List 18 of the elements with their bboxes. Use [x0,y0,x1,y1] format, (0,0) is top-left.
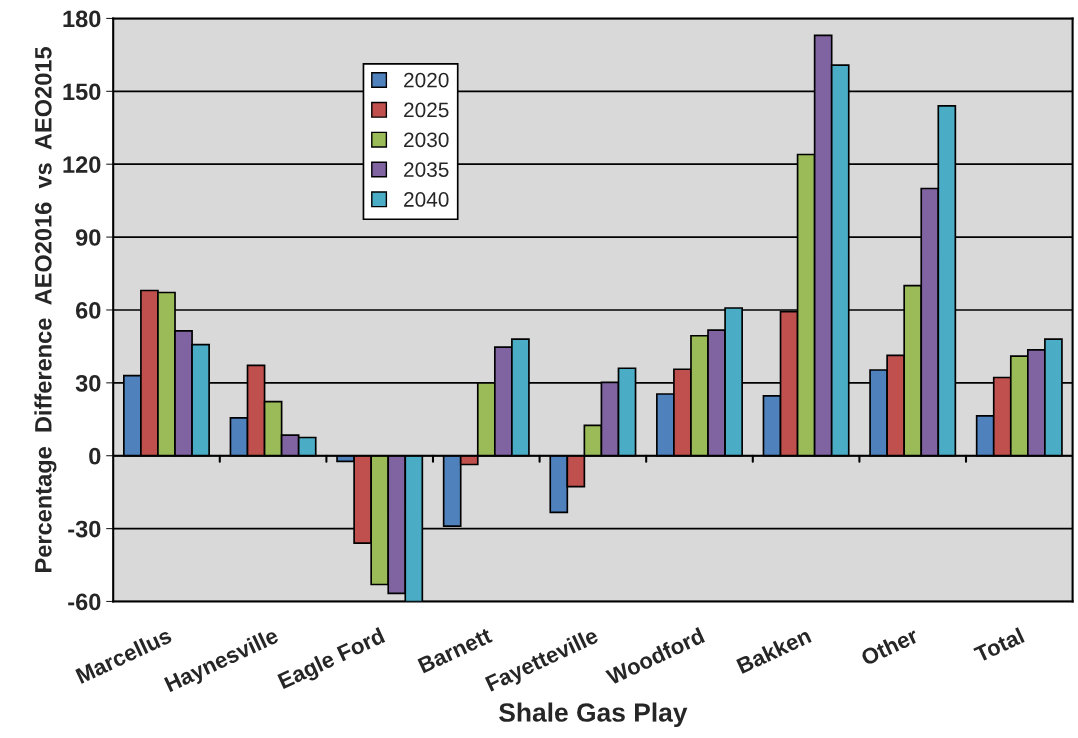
y-tick-label: 120 [63,156,101,173]
x-axis-title: Shale Gas Play [499,702,688,728]
legend-label: 2035 [404,162,449,177]
y-tick-label: 30 [75,374,101,392]
y-tick-label: 60 [75,302,101,319]
y-tick-label: -60 [68,593,101,611]
legend-label: 2020 [404,72,449,88]
legend-label: 2030 [404,132,449,148]
legend-label: 2025 [404,102,449,118]
x-tick-label: Other [859,626,920,666]
y-tick-label: 180 [63,10,101,28]
y-tick-label: -30 [68,520,101,538]
y-tick-label: 0 [89,447,101,465]
y-tick-label: 150 [63,83,101,101]
y-axis-title: Percentage Difference AEO2016 vs AEO2015 [34,47,57,572]
legend-label: 2040 [404,192,449,207]
y-tick-label: 90 [75,229,101,246]
x-tick-label: Total [972,627,1025,663]
